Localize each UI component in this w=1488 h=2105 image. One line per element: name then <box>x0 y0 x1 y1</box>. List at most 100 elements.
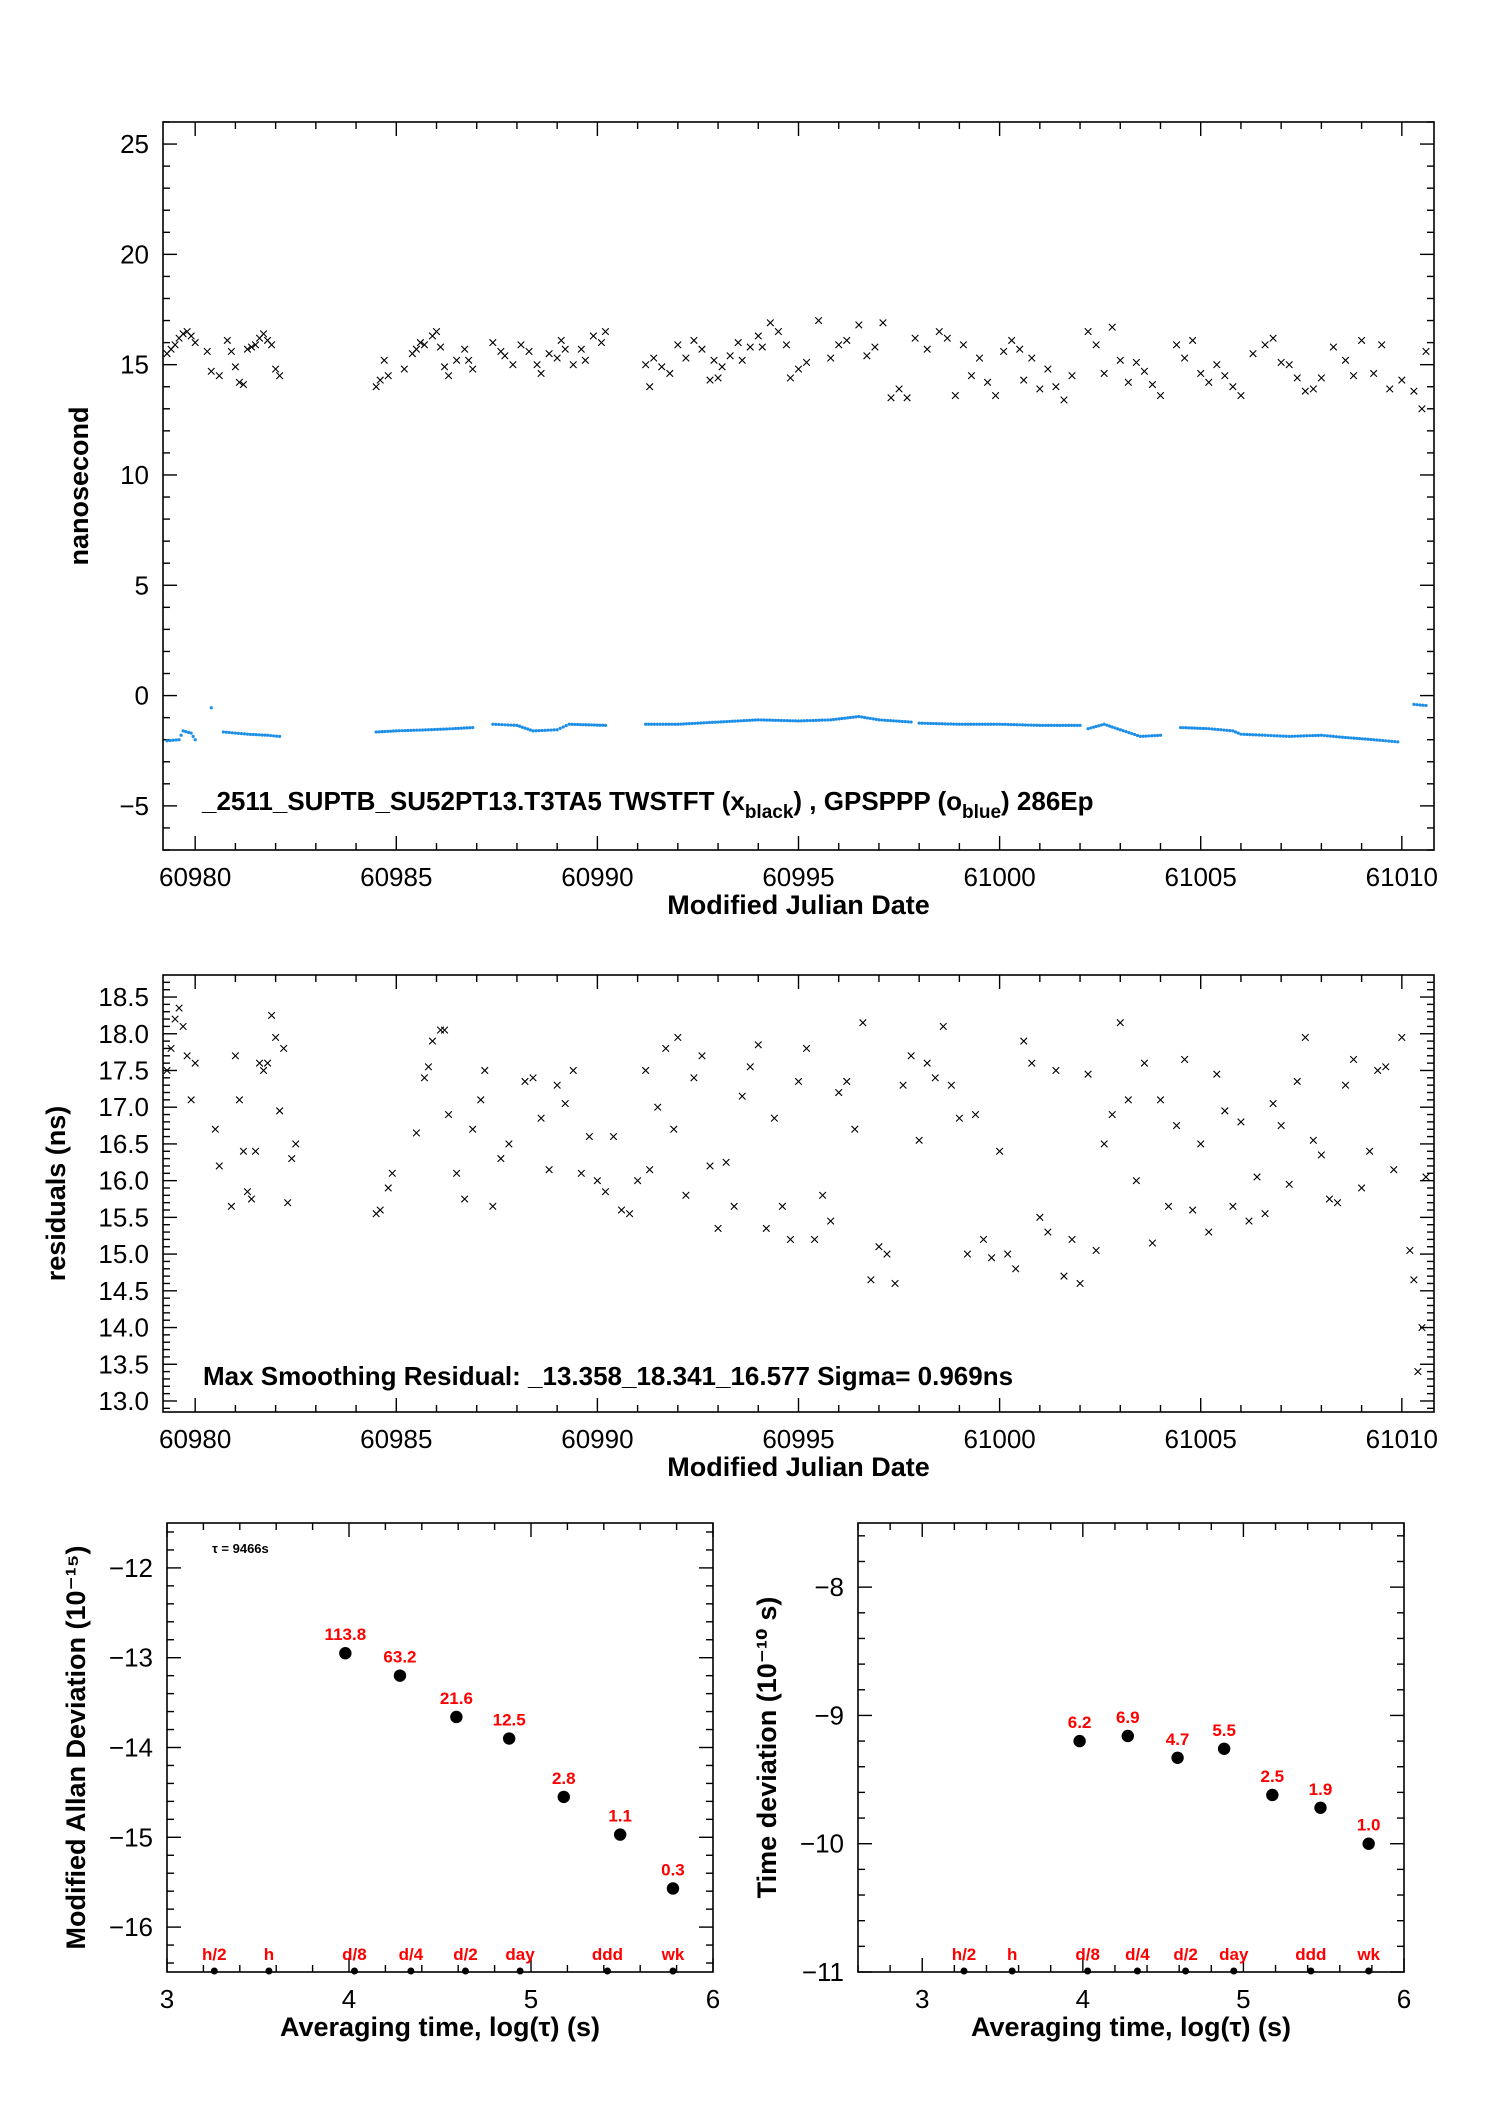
data-point-o <box>848 715 852 720</box>
data-point-o <box>239 732 244 736</box>
data-point-o <box>1357 736 1362 741</box>
data-point-o <box>1293 734 1297 738</box>
data-point-o <box>897 719 902 723</box>
data-point-o <box>441 727 446 731</box>
data-point-x <box>167 1044 175 1053</box>
data-point-x <box>1007 336 1016 345</box>
data-point-x <box>1016 345 1024 353</box>
data-point-x <box>509 360 517 369</box>
data-point-x <box>187 1096 195 1104</box>
data-point-o <box>421 728 425 732</box>
data-point-x <box>1076 1279 1084 1288</box>
data-point-o <box>865 716 870 720</box>
y-tick-label: −12 <box>109 1553 153 1583</box>
data-point-o <box>168 738 172 743</box>
data-point-o <box>1032 723 1036 727</box>
data-point-o <box>1102 722 1106 726</box>
data-point-x <box>754 332 762 340</box>
data-point-o <box>891 719 896 723</box>
data-point-o <box>966 722 970 726</box>
data-point-o <box>540 728 544 733</box>
data-point-x <box>235 378 244 387</box>
data-point <box>666 1882 680 1895</box>
data-point-x <box>545 349 553 358</box>
data-point-o <box>426 728 431 732</box>
interval-marker <box>1084 1967 1092 1975</box>
y-tick-label: 13.5 <box>98 1349 149 1379</box>
data-point-o <box>1003 722 1007 727</box>
data-point-o <box>845 716 850 720</box>
data-point-o <box>773 718 778 722</box>
data-point-x <box>231 1052 240 1060</box>
data-point-o <box>894 719 899 723</box>
x-axis-title: Averaging time, log(τ) (s) <box>280 2012 600 2042</box>
data-point-x <box>690 1074 698 1082</box>
data-point-x <box>1213 1070 1221 1078</box>
data-point-x <box>1369 369 1378 378</box>
data-point-o <box>820 718 824 722</box>
data-point-x <box>1317 1151 1326 1159</box>
data-point-x <box>1020 376 1028 384</box>
data-point-o <box>681 722 686 726</box>
data-point-o <box>730 719 735 723</box>
data-point-x <box>477 1096 485 1104</box>
data-point-o <box>1272 734 1276 738</box>
data-point-x <box>1422 347 1430 356</box>
data-point-o <box>771 718 775 722</box>
data-point-x <box>1116 1019 1124 1027</box>
data-point-x <box>609 1132 618 1141</box>
data-point-o <box>394 729 398 733</box>
data-point-x <box>440 1026 449 1034</box>
data-point-o <box>227 730 231 735</box>
data-point <box>557 1790 570 1804</box>
x-tick-label: 60980 <box>159 862 231 892</box>
data-point-o <box>1072 723 1076 727</box>
data-point-x <box>967 372 976 380</box>
x-tick-label: 60980 <box>159 1424 231 1454</box>
data-point-o <box>929 721 933 726</box>
data-point-x <box>947 1081 956 1089</box>
data-point-o <box>1069 723 1074 727</box>
data-point-x <box>899 1081 907 1089</box>
data-point-o <box>1260 733 1264 737</box>
data-point-x <box>975 354 984 362</box>
data-label: 21.6 <box>440 1689 473 1708</box>
data-point-x <box>376 376 384 384</box>
data-point-x <box>412 1129 421 1137</box>
data-point-o <box>1290 734 1294 738</box>
data-point-x <box>746 343 754 351</box>
interval-marker <box>350 1967 358 1975</box>
data-point-o <box>450 727 455 731</box>
data-point-o <box>725 719 729 724</box>
data-point-o <box>992 722 996 726</box>
data-point-x <box>1003 1250 1012 1258</box>
interval-marker <box>960 1967 968 1975</box>
data-point-o <box>1328 734 1333 738</box>
chart-panel-2: 60980 60985 60990 60995 61000 61005 61010 13.0 1… <box>41 974 1438 1482</box>
data-point-x <box>818 1191 827 1200</box>
data-point-o <box>1078 723 1082 727</box>
data-point-o <box>1097 724 1101 728</box>
data-point-o <box>704 721 709 725</box>
x-tick-label: 60990 <box>561 862 633 892</box>
data-point-o <box>503 723 507 727</box>
data-point-o <box>221 730 225 734</box>
data-point-o <box>509 723 513 727</box>
data-point-o <box>1349 736 1353 740</box>
data-point <box>1121 1729 1134 1743</box>
data-point-x <box>452 356 461 364</box>
data-point-o <box>917 721 921 725</box>
data-point-x <box>963 1250 972 1258</box>
data-point-x <box>633 1176 642 1185</box>
data-point-x <box>215 372 223 380</box>
data-point-x <box>271 365 280 373</box>
data-point-o <box>233 731 237 735</box>
data-point-o <box>456 726 460 730</box>
data-point-o <box>934 722 939 726</box>
data-point-o <box>179 733 183 737</box>
data-point-o <box>1343 735 1348 740</box>
data-point-o <box>512 723 516 727</box>
data-point-x <box>1293 374 1301 382</box>
data-point-x <box>191 1059 199 1067</box>
data-point-o <box>1094 724 1098 729</box>
